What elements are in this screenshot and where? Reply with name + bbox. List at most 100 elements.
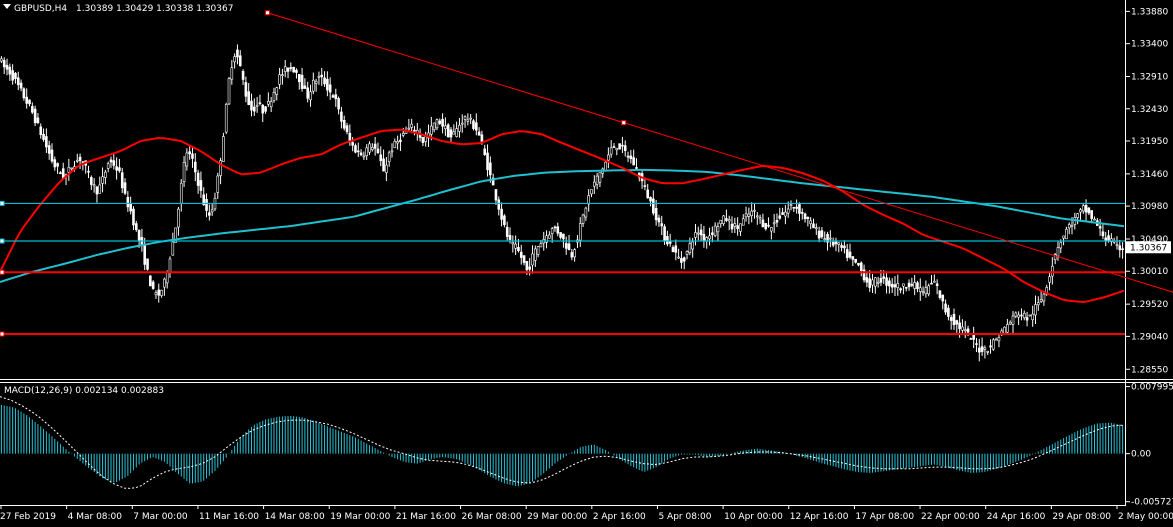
candle-bear: [680, 258, 683, 263]
macd-tick-label: 0.00: [1131, 450, 1151, 460]
candle-bull: [685, 251, 689, 255]
candle-bull: [913, 282, 916, 289]
candle-bull: [1076, 213, 1079, 218]
macd-pane[interactable]: [0, 396, 1125, 489]
candle-bear: [205, 199, 208, 211]
candle-bear: [306, 87, 309, 99]
price-axis: 1.33880 1.33400 1.32910 1.32430 1.31950 1.314…: [1126, 7, 1173, 508]
candle-bull: [741, 218, 745, 226]
price-tick-label: 1.30490: [1131, 235, 1168, 245]
candle-bear: [654, 208, 658, 221]
candle-bear: [806, 217, 810, 220]
line-anchor-2: [0, 269, 5, 275]
candle-bear: [944, 303, 947, 313]
candle-bull: [101, 176, 104, 184]
candle-bull: [362, 155, 366, 158]
candle-bear: [59, 172, 62, 174]
candle-bear: [497, 199, 501, 210]
candle-bull: [387, 152, 391, 163]
candle-bull: [1070, 225, 1074, 227]
candle-bull: [160, 289, 163, 296]
candle-bull: [694, 232, 697, 238]
candle-bear: [123, 182, 127, 194]
price-pane[interactable]: [0, 10, 1173, 362]
candle-bull: [536, 246, 540, 255]
candle-bear: [649, 196, 652, 202]
price-tick-label: 1.31460: [1131, 170, 1168, 180]
candle-bear: [817, 230, 821, 239]
candle-bear: [570, 252, 574, 258]
candle-bear: [618, 143, 621, 150]
candle-bear: [556, 226, 560, 234]
candle-bear: [865, 277, 869, 283]
candle-bear: [354, 145, 357, 153]
candle-bear: [340, 111, 343, 122]
candle-bear: [286, 67, 290, 72]
candle-bear: [775, 220, 779, 223]
candle-bull: [312, 79, 315, 92]
candle-bear: [764, 223, 768, 230]
candle-bear: [149, 275, 152, 287]
candle-bear: [736, 225, 739, 229]
candle-bear: [345, 125, 349, 133]
candle-bear: [247, 91, 250, 105]
candle-bear: [1098, 226, 1102, 229]
candle-bear: [798, 204, 801, 214]
candle-bear: [826, 233, 829, 243]
candle-bear: [643, 185, 647, 187]
candle-bear: [761, 219, 765, 228]
candle-bull: [876, 281, 880, 284]
candle-bear: [851, 256, 855, 260]
candle-bear: [132, 208, 135, 226]
candle-bear: [120, 172, 124, 189]
candle-bull: [267, 101, 270, 105]
candle-bull: [927, 285, 931, 295]
candle-bear: [781, 212, 784, 215]
candle-bear: [966, 328, 970, 333]
price-tick-label: 1.30980: [1131, 202, 1168, 212]
candle-bull: [874, 277, 877, 287]
candle-bear: [1090, 210, 1093, 219]
candle-bull: [233, 56, 236, 63]
candle-bear: [348, 132, 352, 141]
candle-bull: [106, 163, 110, 169]
candle-bull: [933, 280, 936, 283]
candle-bear: [1084, 204, 1088, 213]
candle-bull: [1011, 315, 1015, 325]
candle-bull: [837, 242, 841, 245]
candle-bear: [323, 77, 326, 85]
candle-bull: [463, 116, 467, 120]
candle-bear: [977, 347, 981, 353]
symbol-dropdown-icon[interactable]: [3, 4, 11, 9]
candle-bull: [1065, 229, 1068, 240]
candle-bear: [1101, 231, 1105, 237]
candle-bear: [379, 154, 383, 162]
candle-bull: [171, 241, 175, 256]
candle-bull: [222, 136, 225, 162]
candle-bear: [671, 247, 675, 253]
candle-bear: [522, 255, 526, 263]
candle-bear: [505, 226, 509, 237]
candle-bear: [525, 261, 529, 271]
line-anchor-3: [0, 331, 5, 337]
candle-bull: [753, 209, 756, 212]
candle-bull: [770, 227, 773, 232]
time-tick-label: 26 Mar 08:00: [462, 512, 522, 522]
candle-bear: [916, 282, 919, 290]
candle-bull: [691, 241, 694, 250]
candle-bear: [885, 277, 888, 286]
candle-bear: [188, 151, 191, 155]
candle-bear: [244, 82, 248, 97]
candle-bear: [674, 245, 678, 253]
candle-bull: [0, 58, 3, 62]
candle-bull: [784, 211, 787, 217]
candle-bull: [1022, 313, 1026, 319]
candle-bull: [458, 124, 461, 132]
candle-bull: [609, 147, 613, 155]
candle-bull: [983, 347, 987, 350]
candle-bull: [1081, 205, 1085, 212]
candle-bear: [328, 84, 332, 93]
candle-bear: [489, 162, 492, 176]
candle-bull: [815, 227, 818, 230]
candle-bull: [385, 164, 388, 173]
